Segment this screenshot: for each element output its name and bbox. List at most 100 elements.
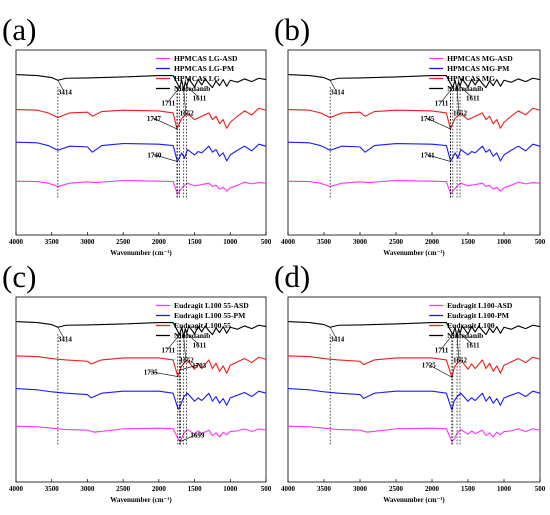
legend-entry: Eudragit L100 55 [174, 321, 231, 330]
x-tick-label: 500 [261, 238, 272, 246]
peak-annotation: 1699 [190, 432, 205, 440]
plot-frame [287, 49, 541, 236]
panel-label: (c) [2, 259, 36, 294]
peak-annotation: 1711 [162, 347, 176, 355]
annotation-leader [167, 334, 180, 350]
x-tick-label: 3000 [353, 485, 368, 493]
x-tick-label: 4000 [9, 238, 24, 246]
annotation-leader [180, 434, 197, 442]
legend-entry: Nintedanib [447, 331, 483, 340]
annotation-leader [167, 87, 180, 103]
x-tick-label: 1500 [461, 485, 476, 493]
annotation-leader [153, 154, 178, 162]
x-axis-title: Wavenumber (cm⁻¹) [383, 496, 445, 504]
series-line-4 [287, 321, 541, 338]
legend-entry: HPMCAS LG [174, 74, 220, 83]
annotation-leader [57, 327, 65, 339]
peak-annotation: 1652 [180, 110, 195, 118]
peak-annotation: 1747 [147, 115, 162, 123]
x-tick-label: 4000 [9, 485, 24, 493]
x-axis-title: Wavenumber (cm⁻¹) [110, 496, 172, 504]
legend-entry: HPMCAS LG-ASD [174, 54, 238, 63]
peak-annotation: 1611 [466, 94, 480, 102]
plot-frame [15, 296, 267, 483]
peak-annotation: 3414 [330, 88, 345, 96]
peak-annotation: 1741 [421, 152, 436, 160]
x-tick-label: 2500 [389, 238, 404, 246]
series-line-2 [15, 141, 267, 163]
annotation-leader [440, 87, 454, 103]
chart-panel-2: (b) 4000 3500 3000 2500 2000 1500 1000 500 Wavenu… [274, 12, 546, 257]
x-tick-label: 3000 [80, 485, 95, 493]
series-line-1 [287, 179, 541, 195]
annotation-leader [427, 364, 452, 378]
panel-label: (b) [274, 12, 310, 47]
x-tick-label: 2500 [116, 485, 131, 493]
series-line-3 [15, 107, 267, 130]
legend-entry: HPMCAS LG-PM [174, 64, 234, 73]
annotation-leader [149, 371, 178, 377]
x-tick-label: 2000 [152, 238, 167, 246]
legend-entry: Eudragit L100 [447, 321, 495, 330]
legend-entry: HPMCAS MG [447, 74, 495, 83]
annotation-leader [456, 89, 460, 113]
series-line-3 [287, 107, 541, 130]
legend-entry: Eudragit L100 55-ASD [174, 301, 249, 310]
x-tick-label: 3500 [45, 485, 60, 493]
peak-annotation: 1652 [453, 110, 468, 118]
x-tick-label: 3000 [80, 238, 95, 246]
peak-annotation: 1735 [144, 369, 159, 377]
series-line-4 [287, 74, 541, 91]
legend-entry: Eudragit L100-PM [447, 311, 509, 320]
x-tick-label: 2000 [152, 485, 167, 493]
x-tick-label: 4000 [281, 485, 296, 493]
series-line-4 [15, 321, 267, 338]
series-line-3 [287, 355, 541, 378]
x-tick-label: 1500 [188, 238, 203, 246]
series-line-4 [15, 74, 267, 91]
peak-annotation: 1745 [420, 115, 435, 123]
peak-annotation: 1652 [453, 357, 468, 365]
annotation-leader [459, 333, 473, 345]
legend-entry: HPMCAS MG-PM [447, 64, 509, 73]
x-axis-title: Wavenumber (cm⁻¹) [383, 249, 445, 257]
series-line-1 [15, 425, 267, 443]
peak-annotation: 1703 [192, 362, 207, 370]
x-tick-label: 1500 [461, 238, 476, 246]
x-tick-label: 3500 [45, 238, 60, 246]
peak-annotation: 1711 [162, 100, 176, 108]
x-tick-label: 500 [535, 485, 546, 493]
annotation-leader [426, 154, 451, 162]
annotation-leader [440, 334, 454, 350]
series-line-3 [15, 355, 267, 378]
x-tick-label: 1000 [223, 485, 238, 493]
legend-entry: Eudragit L100 55-PM [174, 311, 245, 320]
series-line-1 [287, 425, 541, 443]
annotation-leader [183, 336, 187, 360]
peak-annotation: 1725 [422, 361, 437, 369]
annotation-leader [456, 336, 460, 360]
annotation-leader [183, 89, 187, 113]
x-axis-title: Wavenumber (cm⁻¹) [110, 249, 172, 257]
legend-entry: Eudragit L100-ASD [447, 301, 513, 310]
peak-annotation: 1611 [466, 341, 480, 349]
peak-annotation: 1711 [435, 347, 449, 355]
x-tick-label: 500 [535, 238, 546, 246]
peak-annotation: 1611 [193, 341, 207, 349]
series-line-1 [15, 179, 267, 195]
annotation-leader [426, 117, 451, 130]
annotation-leader [459, 86, 473, 98]
x-tick-label: 2000 [425, 238, 440, 246]
annotation-leader [152, 117, 178, 130]
x-tick-label: 2500 [389, 485, 404, 493]
annotation-leader [179, 364, 199, 371]
annotation-leader [186, 86, 199, 98]
x-tick-label: 1500 [188, 485, 203, 493]
x-tick-label: 4000 [281, 238, 296, 246]
x-tick-label: 3500 [317, 485, 332, 493]
x-tick-label: 2500 [116, 238, 131, 246]
annotation-leader [329, 327, 337, 339]
x-tick-label: 2000 [425, 485, 440, 493]
series-line-2 [287, 141, 541, 163]
